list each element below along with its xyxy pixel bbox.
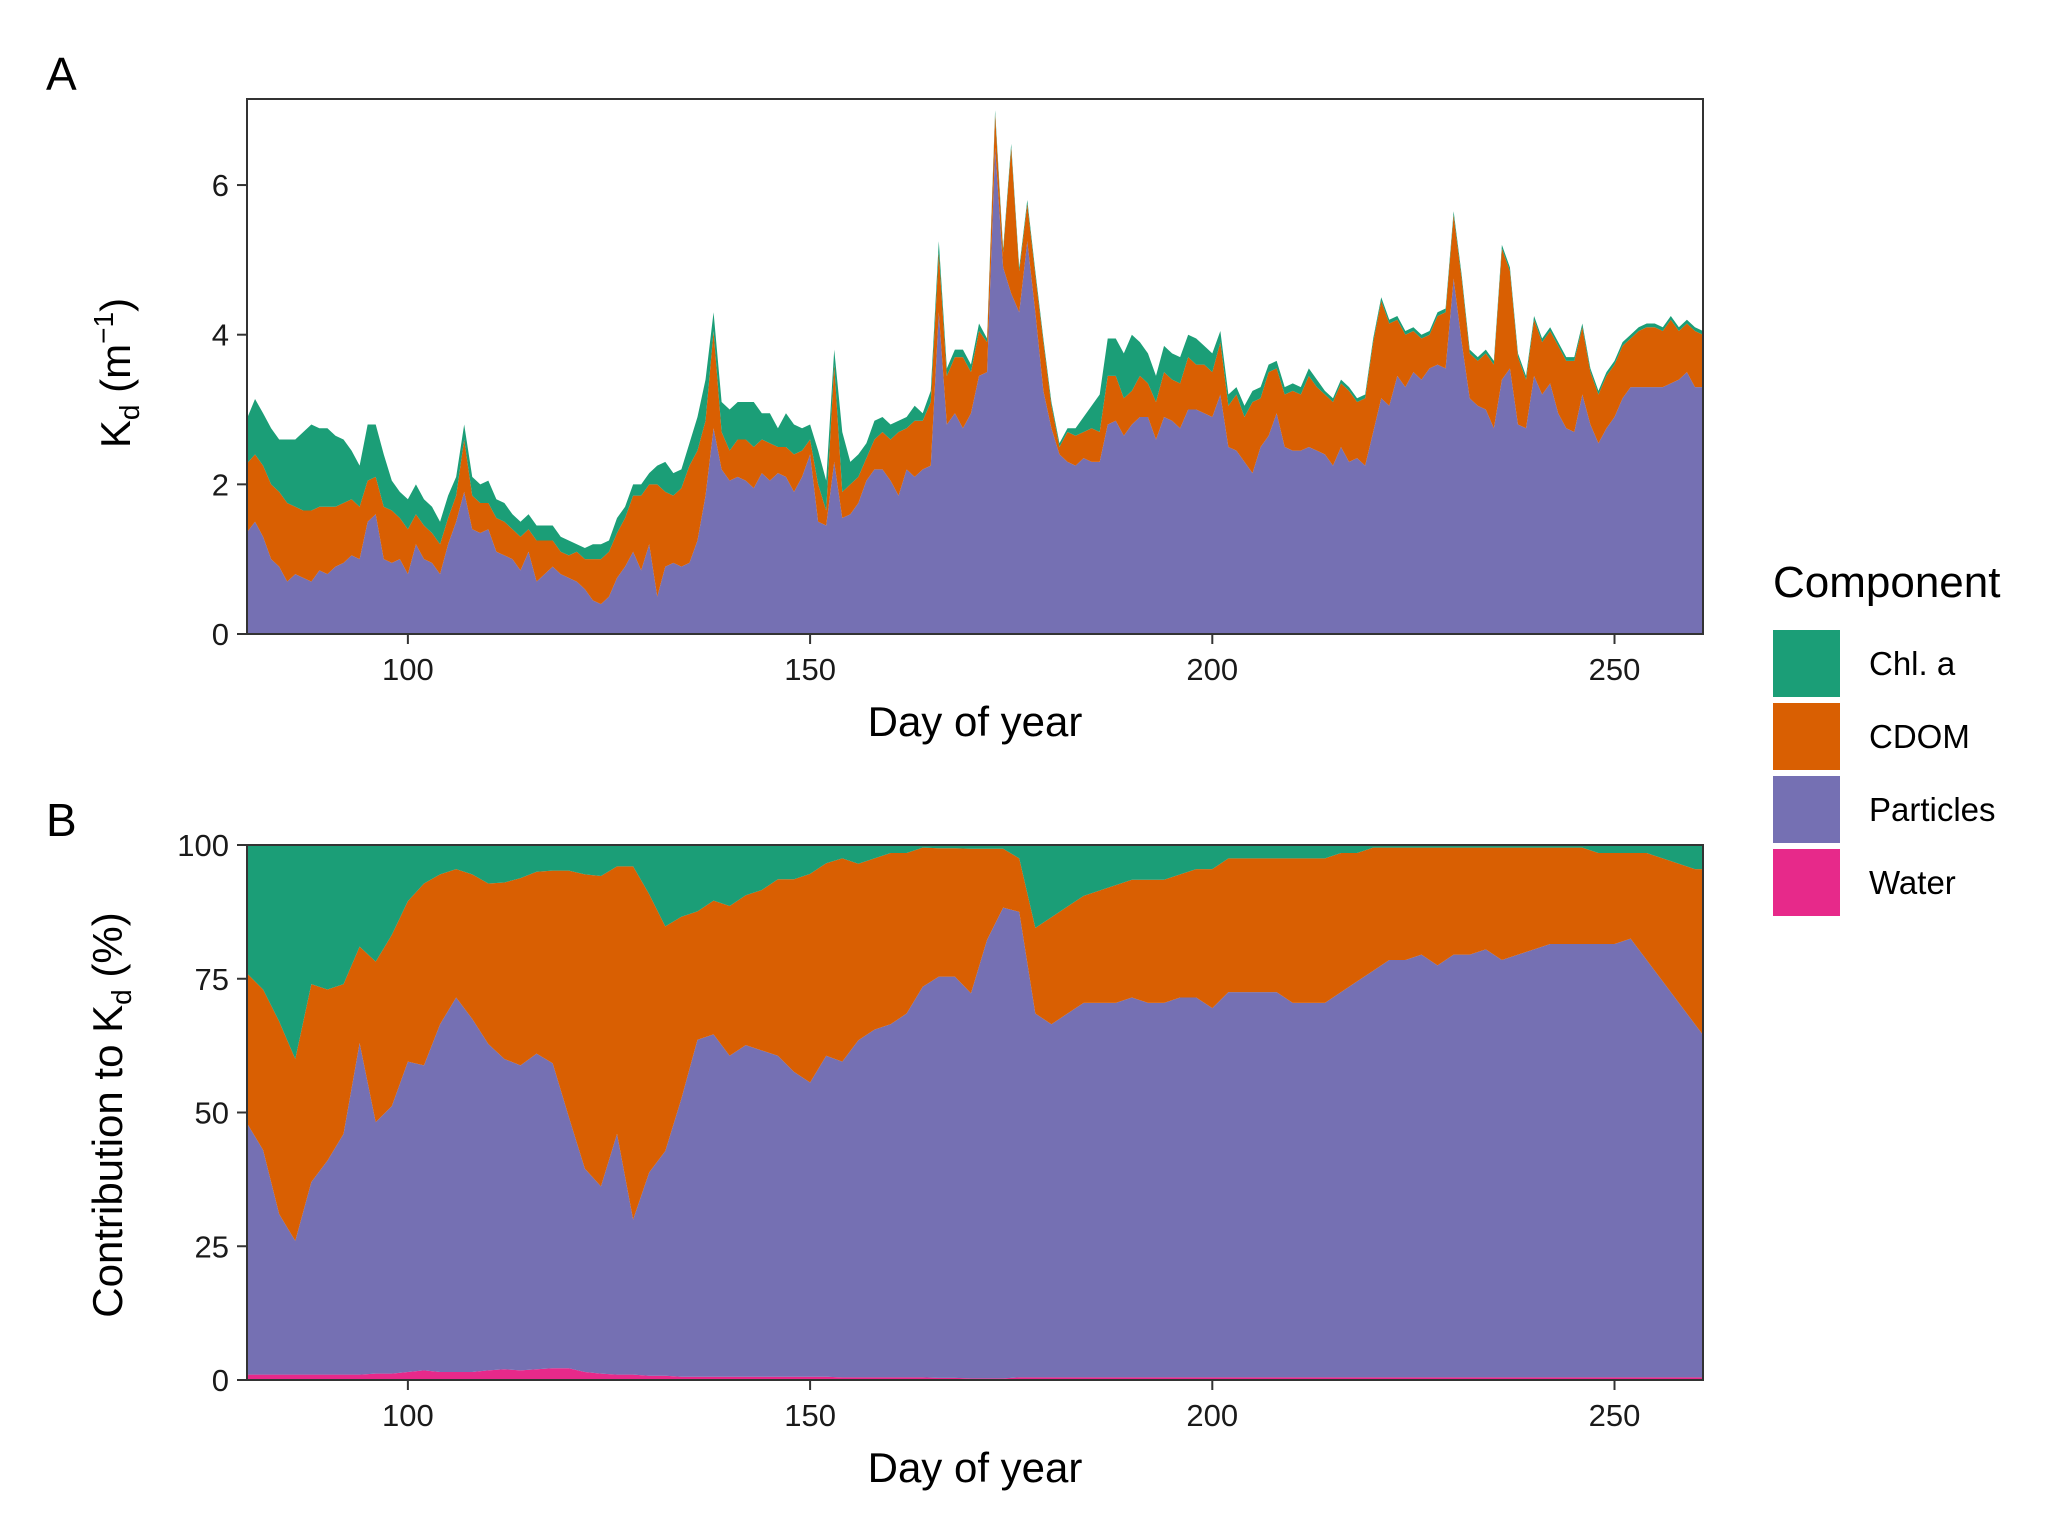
legend: Component Chl. a CDOM Particles Water [1773, 558, 2000, 916]
panel-a-y-tick-label: 6 [212, 168, 229, 203]
legend-title: Component [1773, 558, 2000, 607]
panel-b-x-tick-label: 150 [784, 1398, 836, 1433]
panel-b-y-axis-title: Contribution to Kd (%) [84, 912, 137, 1317]
panel-a-x-axis-title: Day of year [868, 698, 1083, 745]
panel-b-y-axis-subscript: d [106, 989, 137, 1005]
panel-a-y-axis-subscript: d [114, 405, 145, 421]
panel-b-y-tick-label: 100 [177, 828, 229, 863]
panel-b-areas [247, 845, 1703, 1380]
panel-a: A 100 150 200 250 0 2 4 6 Day of year Kd (m−1) [46, 48, 1704, 745]
panel-a-y-axis-unit-close: ) [92, 298, 139, 312]
panel-b-area-water [247, 1368, 1703, 1380]
panel-b-y-axis-label: Contribution to K [84, 1005, 131, 1318]
panel-a-y-axis-unit-superscript: −1 [88, 312, 119, 344]
panel-a-y-axis-unit: (m [92, 344, 139, 405]
panel-b-area-cdom [247, 847, 1703, 1241]
panel-b-x-tick-label: 200 [1186, 1398, 1238, 1433]
panel-a-letter: A [46, 48, 77, 100]
panel-b-area-chl-a [247, 845, 1703, 1059]
panel-a-y-axis-title: Kd (m−1) [88, 298, 145, 448]
legend-label: CDOM [1869, 718, 1970, 755]
panel-b-x-tick-label: 250 [1589, 1398, 1641, 1433]
panel-b-y-tick-label: 75 [195, 962, 229, 997]
legend-swatch-water [1773, 849, 1840, 916]
panel-b-y-axis-unit: (%) [84, 912, 131, 989]
panel-b-y-tick-label: 25 [195, 1229, 229, 1264]
panel-a-y-tick-label: 4 [212, 318, 229, 353]
legend-label: Particles [1869, 791, 1996, 828]
panel-a-y-tick-label: 0 [212, 617, 229, 652]
panel-a-y-tick-label: 2 [212, 467, 229, 502]
panel-a-x-tick-label: 150 [784, 652, 836, 687]
panel-a-area-cdom [247, 113, 1703, 605]
panel-a-y-axis-symbol: K [92, 420, 139, 448]
panel-a-area-particles [247, 147, 1703, 634]
panel-a-x-tick-label: 100 [382, 652, 434, 687]
legend-swatch-chl-a [1773, 630, 1840, 697]
panel-a-x-tick-label: 250 [1589, 652, 1641, 687]
panel-b-y-tick-label: 0 [212, 1363, 229, 1398]
panel-b-y-tick-label: 50 [195, 1096, 229, 1131]
panel-a-x-tick-label: 200 [1186, 652, 1238, 687]
panel-b-axes: 100 150 200 250 0 25 50 75 100 [177, 828, 1640, 1433]
panel-a-frame [246, 98, 1704, 635]
legend-label: Chl. a [1869, 645, 1956, 682]
panel-b-letter: B [46, 794, 77, 846]
panel-b-x-tick-label: 100 [382, 1398, 434, 1433]
legend-swatch-particles [1773, 776, 1840, 843]
legend-items: Chl. a CDOM Particles Water [1773, 630, 1996, 916]
panel-b-area-particles [247, 907, 1703, 1379]
legend-swatch-cdom [1773, 703, 1840, 770]
legend-label: Water [1869, 864, 1956, 901]
panel-a-areas [247, 110, 1703, 634]
panel-a-axes: 100 150 200 250 0 2 4 6 [212, 168, 1641, 687]
panel-b: B 100 150 200 250 0 25 50 75 100 Day of year Con… [46, 794, 1704, 1491]
panel-b-x-axis-title: Day of year [868, 1444, 1083, 1491]
